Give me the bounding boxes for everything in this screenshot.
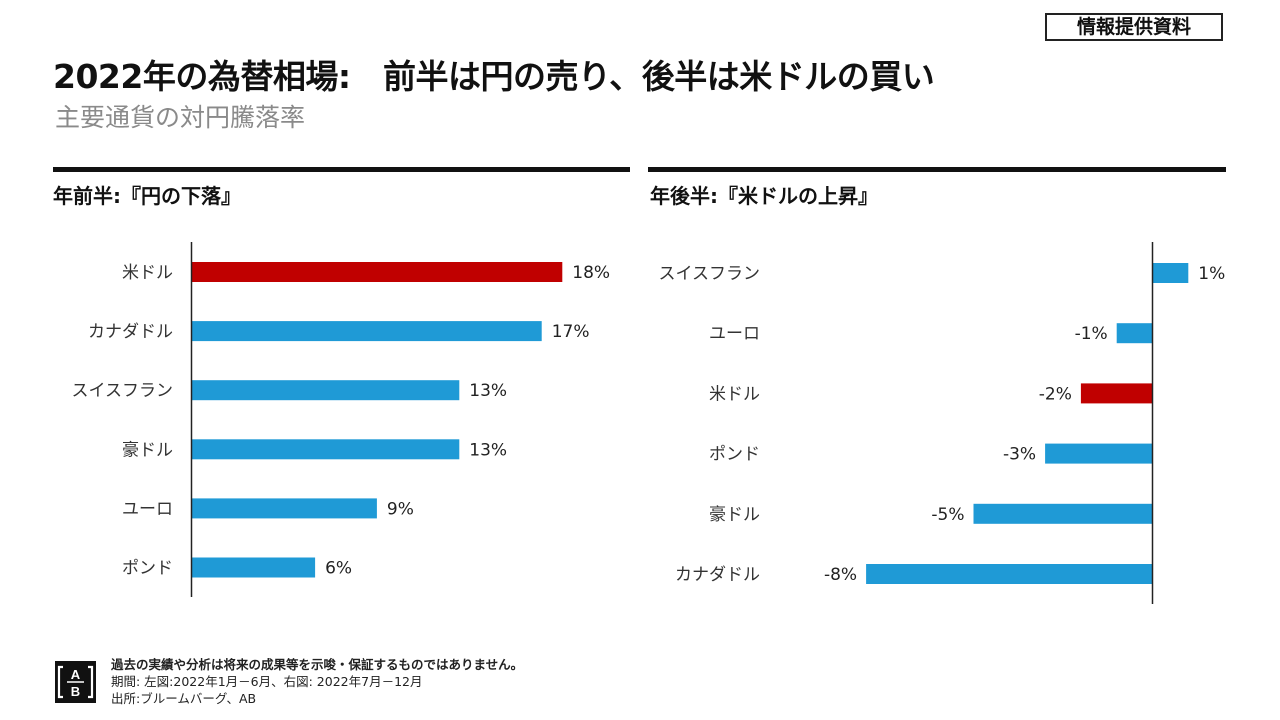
category-label: ポンド [122, 559, 173, 579]
value-label: 1% [1198, 264, 1225, 284]
category-label: 豪ドル [709, 504, 760, 525]
period-text: 期間: 左図:2022年1月－6月、右図: 2022年7月－12月 [111, 674, 423, 689]
logo-letter-a: A [71, 667, 81, 682]
bar-1-0 [1152, 263, 1189, 283]
right-section-rule [648, 167, 1226, 172]
value-label: -1% [1075, 324, 1108, 344]
bar-0-0 [191, 262, 563, 282]
category-label: ユーロ [122, 499, 173, 519]
ab-logo: A B [55, 661, 96, 703]
bar-0-1 [191, 321, 542, 342]
bar-1-5 [866, 564, 1153, 584]
value-label: 6% [325, 559, 352, 579]
value-label: -3% [1003, 445, 1036, 465]
value-label: 13% [469, 440, 507, 460]
category-label: ポンド [709, 445, 760, 465]
bar-1-1 [1116, 323, 1153, 344]
bar-0-5 [191, 557, 316, 578]
category-label: ユーロ [709, 324, 760, 344]
left-section-rule [53, 167, 630, 172]
left-chart-title: 年前半:『円の下落』 [53, 184, 241, 208]
source-text: 出所:ブルームバーグ、AB [111, 691, 257, 706]
value-label: 17% [552, 322, 590, 342]
value-label: 18% [572, 263, 610, 283]
bar-1-3 [1045, 443, 1153, 464]
category-label: スイスフラン [659, 264, 761, 284]
value-label: -5% [931, 505, 964, 525]
bar-1-4 [973, 503, 1153, 524]
bar-0-4 [191, 498, 377, 519]
category-label: スイスフラン [72, 381, 174, 401]
category-label: カナダドル [675, 565, 760, 585]
category-label: 米ドル [122, 263, 173, 283]
disclaimer-text: 過去の実績や分析は将来の成果等を示唆・保証するものではありません。 [111, 657, 524, 672]
ab-logo-mark: A B [57, 665, 94, 699]
value-label: 13% [469, 381, 507, 401]
value-label: -8% [824, 565, 857, 585]
page-subtitle: 主要通貨の対円騰落率 [55, 103, 306, 132]
category-label: 豪ドル [122, 439, 173, 460]
category-label: カナダドル [88, 322, 173, 342]
info-material-badge: 情報提供資料 [1045, 13, 1223, 41]
page-title: 2022年の為替相場: 前半は円の売り、後半は米ドルの買い [53, 57, 935, 96]
bar-0-3 [191, 439, 460, 460]
value-label: -2% [1039, 384, 1072, 404]
logo-letter-b: B [71, 684, 80, 699]
value-label: 9% [387, 499, 414, 519]
bar-0-2 [191, 380, 460, 401]
bar-1-2 [1080, 383, 1153, 404]
right-chart-title: 年後半:『米ドルの上昇』 [650, 184, 878, 208]
category-label: 米ドル [709, 384, 760, 404]
